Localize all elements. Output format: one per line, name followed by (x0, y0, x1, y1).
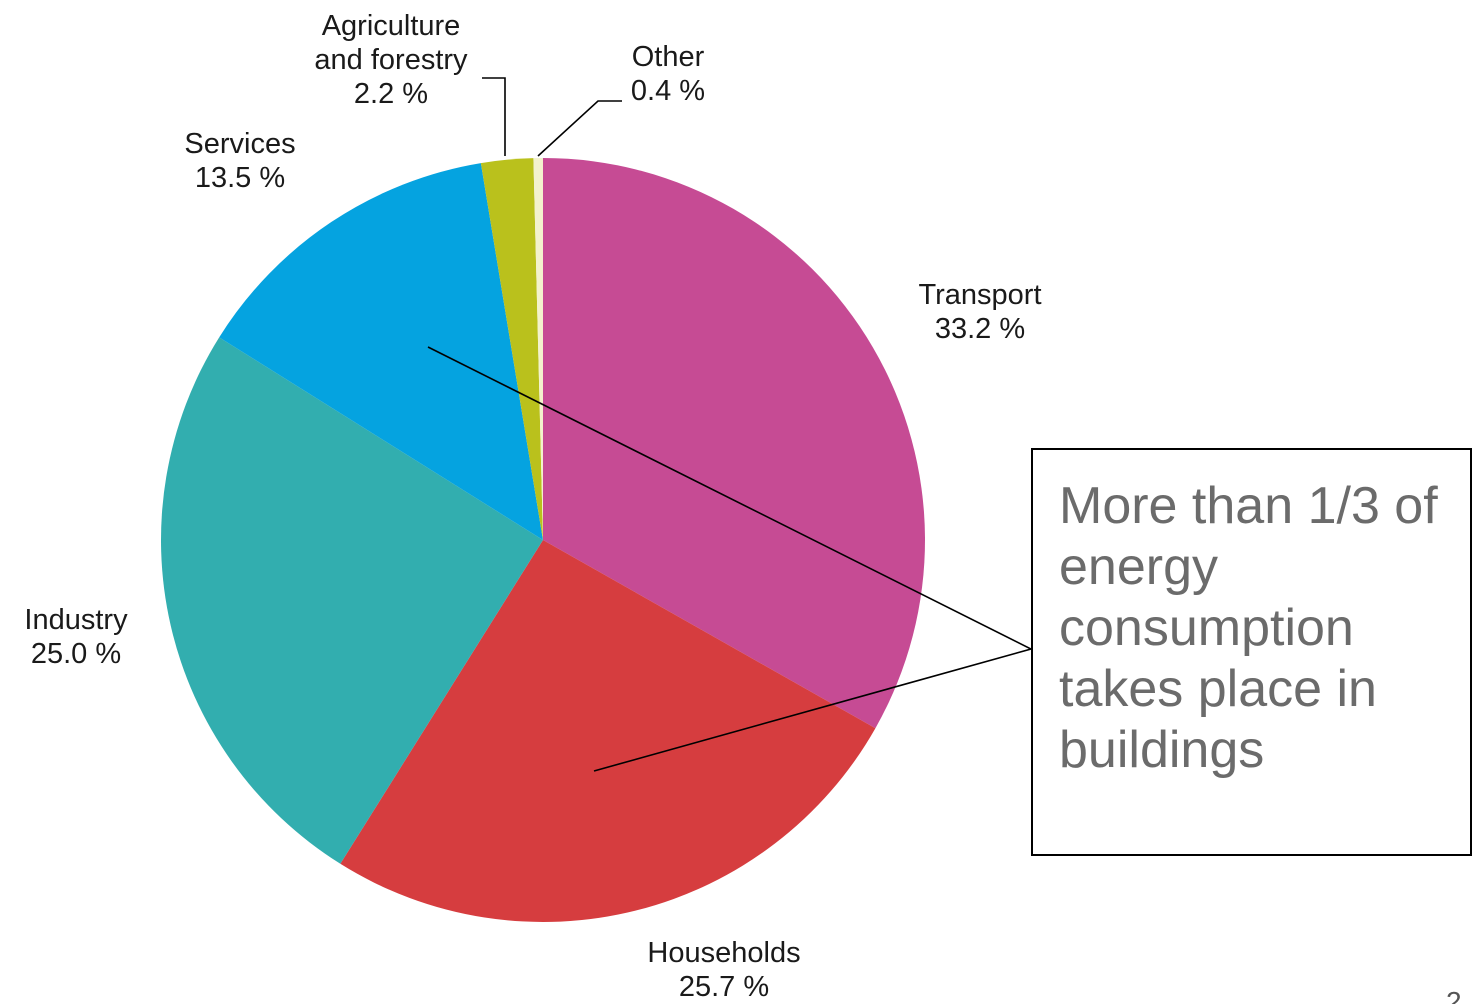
slice-name-label: Industry (24, 604, 128, 636)
slice-value-label: 33.2 % (935, 313, 1025, 345)
slice-value-label: 2.2 % (354, 78, 428, 110)
slice-value-label: 13.5 % (195, 162, 285, 194)
pie-slice-industry (161, 337, 543, 864)
slice-name-label: Other (632, 41, 705, 73)
callout-text: More than 1/3 of energy consumption take… (1059, 477, 1438, 779)
slice-name-label: and forestry (314, 44, 468, 76)
label-transport: Transport 33.2 % (918, 279, 1041, 345)
pie-slices (161, 158, 925, 922)
pie-slice-households (340, 540, 876, 922)
slice-name-label: Transport (918, 279, 1041, 311)
leader-agriculture (482, 77, 506, 156)
label-industry: Industry 25.0 % (24, 604, 128, 670)
slice-name-label: Households (647, 937, 800, 969)
slice-name-label: Agriculture (322, 10, 461, 42)
slice-value-label: 25.0 % (31, 638, 121, 670)
label-other: Other 0.4 % (631, 41, 705, 107)
callout-box: More than 1/3 of energy consumption take… (1031, 448, 1472, 856)
label-agriculture-and-forestry: Agriculture and forestry 2.2 % (314, 10, 468, 110)
slice-name-label: Services (184, 128, 295, 160)
leader-other (537, 100, 622, 157)
slice-labels: Transport 33.2 %Households 25.7 %Industry 2… (24, 10, 1041, 1003)
pie-slice-other (533, 158, 543, 540)
pie-slice-agriculture-and-forestry (480, 158, 543, 540)
slice-value-label: 25.7 % (679, 971, 769, 1003)
slice-value-label: 0.4 % (631, 75, 705, 107)
pie-slice-transport (543, 158, 925, 729)
label-households: Households 25.7 % (647, 937, 800, 1003)
pie-slice-services (219, 163, 543, 540)
label-services: Services 13.5 % (184, 128, 295, 194)
page-number: 2 (1446, 986, 1462, 1004)
